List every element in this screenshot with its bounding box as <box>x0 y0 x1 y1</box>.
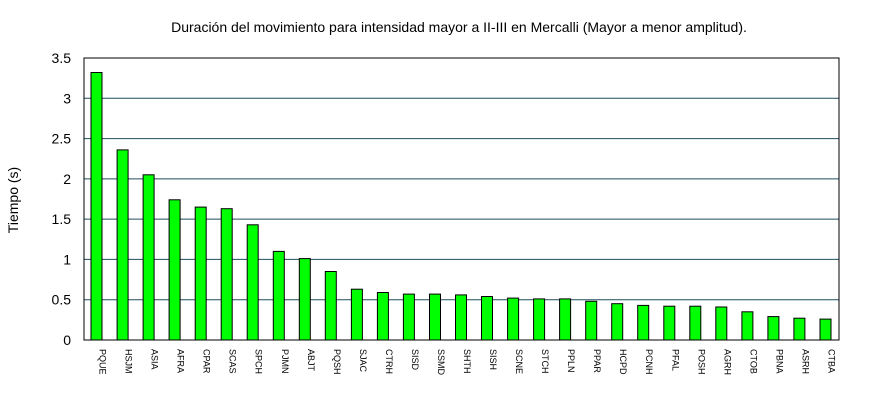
bar-pcnh <box>637 304 650 341</box>
x-tick-label: PQSH <box>332 349 342 375</box>
x-tick-label: CTOB <box>748 349 758 374</box>
y-tick-label: 1 <box>63 251 71 267</box>
bar-pque <box>90 72 103 341</box>
bar-pfal <box>663 305 676 341</box>
grid-lines <box>84 97 839 301</box>
x-tick-label: AFRA <box>176 349 186 373</box>
bar-pbna <box>767 316 780 341</box>
bar-asia <box>142 174 155 341</box>
x-tick-label: SCAS <box>228 349 238 374</box>
bar-abjt <box>298 258 311 341</box>
x-tick-label: HSJM <box>124 349 134 374</box>
bar-sisd <box>402 293 415 341</box>
x-tick-label: PQUE <box>98 349 108 375</box>
x-tick-label: SSMD <box>436 349 446 376</box>
bar-spch <box>246 224 259 341</box>
x-tick-label: CPAR <box>202 349 212 374</box>
y-tick-labels: 0 0.5 1 1.5 2 2.5 3 3.5 <box>52 50 72 348</box>
x-tick-label: PCNH <box>644 349 654 375</box>
bar-pjmn <box>272 250 285 341</box>
y-tick-label: 2 <box>63 171 71 187</box>
bar-pqsh <box>324 271 337 341</box>
y-tick-label: 0 <box>63 332 71 348</box>
y-axis-label: Tiempo (s) <box>5 167 21 233</box>
x-tick-label: SPCH <box>254 349 264 374</box>
x-tick-label: STCH <box>540 349 550 374</box>
x-tick-label: PBNA <box>774 349 784 374</box>
bar-scne <box>507 297 520 341</box>
x-tick-label: CTBA <box>827 349 837 373</box>
bar-hcpd <box>611 303 624 341</box>
bar-posh <box>689 305 702 341</box>
x-tick-label: AGRH <box>722 349 732 375</box>
x-tick-labels: PQUE HSJM ASIA AFRA CPAR SCAS SPCH PJMN ABJT PQSH… <box>98 349 837 376</box>
bar-ppar <box>585 300 598 341</box>
y-tick-label: 2.5 <box>52 131 72 147</box>
bar-ctob <box>741 311 754 341</box>
bar-ppln <box>559 298 572 341</box>
x-tick-label: HCPD <box>618 349 628 375</box>
bar-ssmd <box>429 293 441 341</box>
bar-agrh <box>715 306 728 341</box>
x-tick-label: PFAL <box>670 349 680 371</box>
bar-sjac <box>350 288 363 341</box>
chart-title: Duración del movimiento para intensidad … <box>171 19 747 35</box>
bar-hsjm <box>116 149 129 341</box>
bar-afra <box>168 199 181 341</box>
x-tick-label: ASIA <box>150 349 160 370</box>
bar-scas <box>220 208 233 341</box>
bar-cpar <box>194 206 207 341</box>
x-tick-label: SCNE <box>514 349 524 374</box>
x-tick-label: PJMN <box>280 349 290 374</box>
bar-shth <box>455 294 467 341</box>
x-tick-label: CTRH <box>384 349 394 374</box>
bar-asrh <box>793 317 806 341</box>
y-tick-label: 3 <box>63 90 71 106</box>
x-tick-label: SHTH <box>462 349 472 374</box>
x-tick-label: SJAC <box>358 349 368 373</box>
y-tick-label: 1.5 <box>52 211 72 227</box>
x-tick-label: PPLN <box>566 349 576 373</box>
x-tick-label: ASRH <box>800 349 810 374</box>
bar-sish <box>481 296 493 341</box>
y-tick-label: 3.5 <box>52 50 72 66</box>
x-tick-label: POSH <box>696 349 706 375</box>
x-tick-label: SISD <box>410 349 420 371</box>
y-tick-label: 0.5 <box>52 292 72 308</box>
x-tick-label: PPAR <box>592 349 602 373</box>
x-tick-label: SISH <box>488 349 498 370</box>
bar-ctrh <box>376 292 389 341</box>
plot-frame <box>83 57 840 341</box>
bar-ctba <box>819 318 832 341</box>
x-tick-label: ABJT <box>306 349 316 372</box>
bar-stch <box>533 298 546 341</box>
